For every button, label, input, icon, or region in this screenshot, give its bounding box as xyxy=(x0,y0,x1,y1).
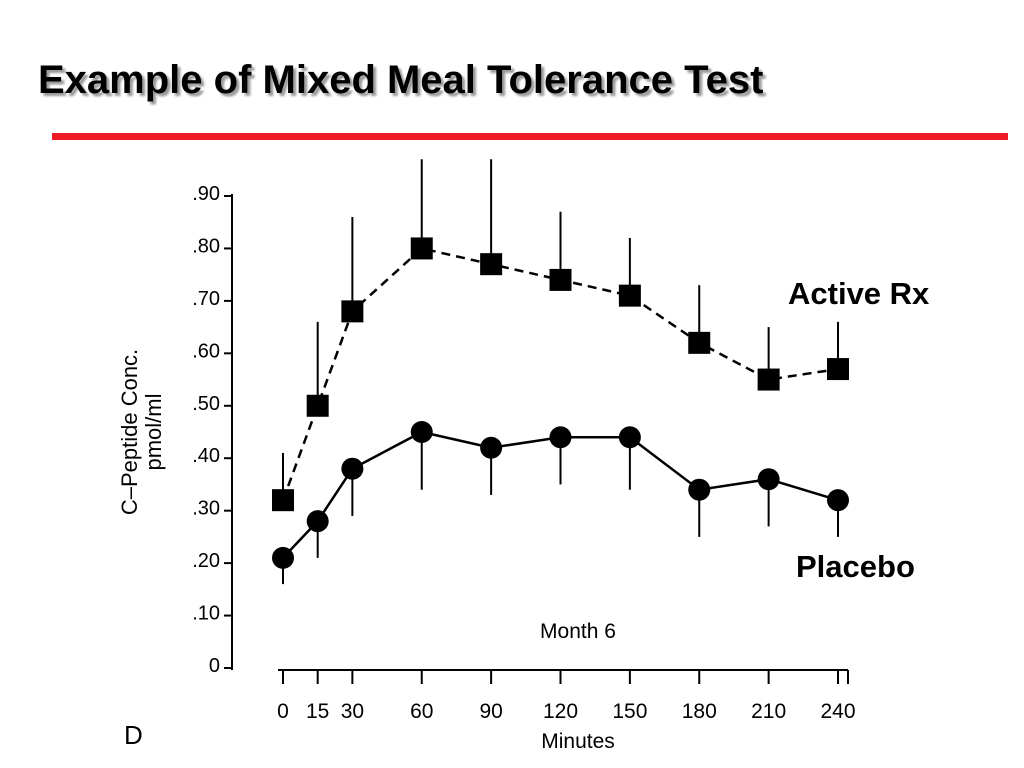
data-point-circle xyxy=(341,457,364,480)
slide-title: Example of Mixed Meal Tolerance Test xyxy=(38,58,764,102)
data-point-circle xyxy=(618,426,641,449)
series-label-active-rx: Active Rx xyxy=(788,276,930,311)
y-tick-label: .10 xyxy=(192,603,220,625)
x-tick-label: 120 xyxy=(543,700,578,723)
y-axis-unit: pmol/ml xyxy=(141,393,166,470)
chart-annotation: Month 6 xyxy=(540,620,616,643)
data-point-square xyxy=(341,300,364,323)
x-tick-label: 150 xyxy=(612,700,647,723)
y-tick-label: .70 xyxy=(192,288,220,310)
series-line-placebo xyxy=(282,430,839,559)
data-point-square xyxy=(306,394,329,417)
y-tick-label: .40 xyxy=(192,445,220,467)
panel-letter: D xyxy=(124,720,143,750)
y-tick-label: .30 xyxy=(192,498,220,520)
series-line-active-rx xyxy=(281,247,839,501)
data-point-circle xyxy=(272,546,294,569)
y-tick-label: .20 xyxy=(192,550,220,572)
series-label-placebo: Placebo xyxy=(796,549,915,584)
data-point-circle xyxy=(549,426,572,449)
x-tick-label: 90 xyxy=(479,700,502,723)
y-axis-title: C–Peptide Conc. xyxy=(117,349,142,515)
data-point-square xyxy=(549,268,572,291)
data-point-square xyxy=(272,489,294,512)
x-axis-title: Minutes xyxy=(541,730,615,753)
data-point-square xyxy=(688,331,711,354)
title-underline xyxy=(52,133,1008,140)
x-tick-label: 240 xyxy=(820,700,855,723)
data-point-circle xyxy=(688,478,711,501)
data-point-circle xyxy=(757,468,780,491)
data-point-square xyxy=(480,253,503,276)
data-point-circle xyxy=(827,489,849,512)
y-tick-label: .90 xyxy=(192,183,220,205)
data-point-circle xyxy=(306,510,329,533)
data-point-circle xyxy=(410,421,433,443)
x-tick-label: 0 xyxy=(277,700,289,723)
x-tick-label: 15 xyxy=(306,700,329,723)
y-tick-label: .60 xyxy=(192,340,220,362)
data-point-square xyxy=(827,358,849,381)
x-tick-label: 60 xyxy=(410,700,433,723)
y-tick-label: 0 xyxy=(209,655,220,677)
x-tick-label: 180 xyxy=(682,700,717,723)
data-point-square xyxy=(618,284,641,307)
y-tick-label: .50 xyxy=(192,393,220,415)
data-point-square xyxy=(410,237,433,260)
y-tick-label: .80 xyxy=(192,235,220,257)
x-tick-label: 210 xyxy=(751,700,786,723)
data-point-square xyxy=(757,368,780,391)
data-point-circle xyxy=(480,436,503,459)
x-tick-label: 30 xyxy=(341,700,364,723)
